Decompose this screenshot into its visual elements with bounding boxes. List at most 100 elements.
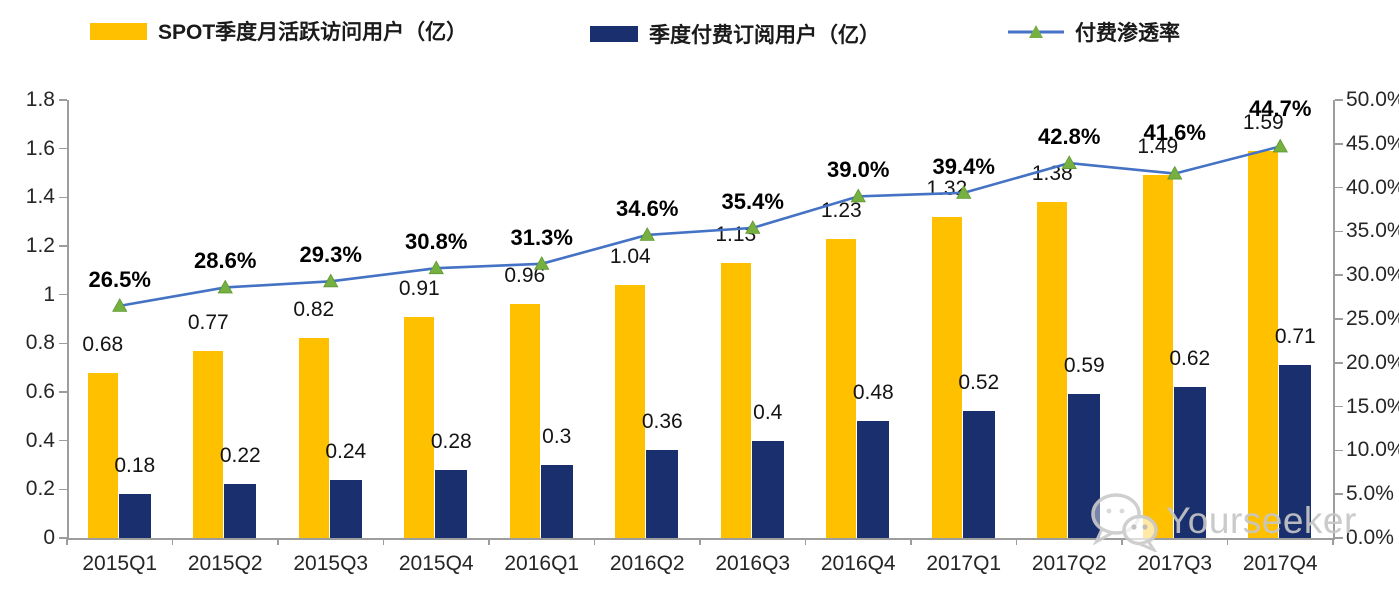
x-axis-label: 2017Q1 [926,552,1002,575]
wechat-icon [1091,493,1158,552]
x-axis-label: 2016Q4 [820,552,896,575]
paid-value-label: 0.71 [1274,325,1316,349]
y-axis-right-label: 0.0% [1346,526,1394,549]
y-axis-left-label: 0 [43,526,55,549]
y-axis-right-label: 30.0% [1346,263,1399,287]
penetration-label: 30.8% [405,229,468,255]
bar-mau [404,316,435,538]
y-axis-right-tick [1334,186,1343,189]
y-axis-right-label: 50.0% [1346,88,1399,111]
y-axis-right-tick [1334,99,1343,101]
x-axis-label: 2015Q1 [82,552,158,575]
paid-value-label: 0.22 [219,444,261,468]
bar-mau [615,284,646,538]
y-axis-left-tick [59,537,67,539]
y-axis-left-label: 1.8 [25,88,55,111]
triangle-marker-icon [112,298,128,312]
y-axis-left-tick [59,147,67,150]
legend-item-paid: 季度付费订阅用户（亿） [590,19,880,49]
y-axis-left-label: 1.2 [25,234,55,257]
paid-value-label: 0.59 [1063,354,1105,378]
line-marker-legend-icon [1008,25,1064,38]
paid-value-label: 0.3 [542,425,572,448]
y-axis-right-label: 20.0% [1346,350,1399,374]
bar-mau [509,304,540,538]
bar-paid [1173,387,1206,538]
y-axis-right-label: 10.0% [1346,438,1399,462]
y-axis-left-tick [59,293,67,296]
y-axis-right-tick [1334,537,1343,539]
paid-legend-swatch-icon [590,26,638,42]
bar-paid [118,494,151,538]
x-axis-label: 2016Q1 [504,552,580,575]
mau-legend-swatch-icon [90,22,147,40]
bar-paid [646,450,679,538]
x-axis-tick [1121,538,1123,545]
y-axis-left-label: 0.4 [25,428,55,452]
penetration-label: 44.7% [1249,96,1312,122]
penetration-label: 39.4% [932,153,995,179]
y-axis-left-tick [59,342,67,345]
x-axis-tick [277,538,279,545]
y-axis-left-label: 1.4 [25,185,55,209]
y-axis-left-label: 0.8 [25,331,55,355]
penetration-label: 41.6% [1143,120,1206,146]
y-axis-left-tick [59,196,67,199]
penetration-label: 31.3% [510,224,573,250]
watermark-text: Yourseeker [1166,500,1357,541]
bar-paid [962,411,995,538]
x-axis-tick [1226,538,1229,545]
y-axis-left-tick [59,99,67,101]
x-axis-tick [699,538,701,545]
bar-mau [193,350,224,538]
x-axis-label: 2016Q2 [609,552,685,575]
triangle-marker-icon [323,273,339,288]
y-axis-left-label: 1.6 [25,136,55,160]
bar-mau [87,372,118,538]
bar-mau [720,263,751,538]
y-axis-right-label: 25.0% [1346,307,1399,330]
penetration-label: 35.4% [721,188,784,214]
triangle-marker-icon [1272,138,1288,153]
x-axis-tick [1332,538,1334,545]
paid-value-label: 0.24 [325,439,367,463]
penetration-label: 42.8% [1038,124,1101,150]
y-axis-left-label: 0.6 [25,380,55,403]
x-axis-tick [804,538,807,545]
bar-paid [435,469,468,538]
bar-paid [224,484,257,538]
bar-paid [1068,394,1101,538]
triangle-marker-icon [639,227,655,241]
legend-label-mau: SPOT季度月活跃访问用户（亿） [158,21,468,44]
mau-value-label: 0.82 [293,298,335,322]
x-axis-tick [488,538,490,545]
mau-value-label: 1.13 [715,223,757,247]
y-axis-left-tick [59,439,67,442]
x-axis-label: 2016Q3 [715,552,791,575]
y-axis-right-tick [1334,405,1343,408]
y-axis-left-tick [59,245,67,247]
mau-value-label: 1.04 [609,244,651,268]
paid-value-label: 0.4 [753,400,783,424]
x-axis-tick [593,538,596,545]
penetration-label: 39.0% [827,157,890,183]
bar-paid [540,465,573,538]
x-axis-tick [1015,538,1018,545]
mau-value-label: 0.77 [187,310,229,334]
triangle-marker-icon [428,260,444,275]
x-axis-tick [171,538,174,545]
y-axis-right-tick [1334,493,1343,495]
x-axis-tick [382,538,385,545]
mau-value-label: 1.59 [1242,111,1284,135]
mau-value-label: 1.32 [926,176,968,200]
y-axis-right-tick [1334,230,1343,233]
penetration-label: 34.6% [616,195,679,221]
y-axis-left-label: 1 [43,282,55,306]
y-axis-right-label: 5.0% [1346,482,1394,506]
penetration-label: 29.3% [299,242,362,268]
y-axis-right-tick [1334,362,1343,364]
legend-item-mau: SPOT季度月活跃访问用户（亿） [90,16,467,46]
x-axis-label: 2015Q2 [187,552,263,575]
